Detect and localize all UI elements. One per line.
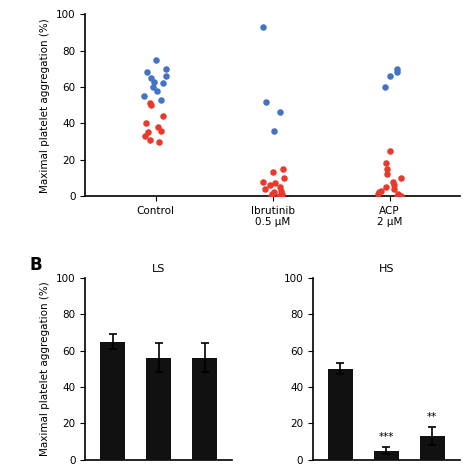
Point xyxy=(162,72,170,80)
Bar xyxy=(192,358,217,460)
Title: HS: HS xyxy=(379,264,394,274)
Point xyxy=(393,65,401,73)
Point xyxy=(393,69,401,76)
Point xyxy=(270,189,277,196)
Point xyxy=(397,192,405,200)
Y-axis label: Maximal platelet aggregation (%): Maximal platelet aggregation (%) xyxy=(40,282,50,456)
Point xyxy=(152,56,160,64)
Point xyxy=(157,127,164,135)
Bar xyxy=(328,369,353,460)
Text: B: B xyxy=(29,256,42,274)
Point xyxy=(383,171,391,178)
Point xyxy=(390,182,397,189)
Bar xyxy=(374,451,399,460)
Point xyxy=(374,191,382,198)
Point xyxy=(147,101,155,109)
Point xyxy=(259,23,267,31)
Point xyxy=(276,109,283,116)
Point xyxy=(387,147,394,155)
Point xyxy=(159,80,167,87)
Point xyxy=(145,128,152,136)
Point xyxy=(146,136,154,144)
Bar xyxy=(146,358,172,460)
Bar xyxy=(419,436,445,460)
Point xyxy=(382,183,389,191)
Point xyxy=(276,183,283,191)
Text: **: ** xyxy=(427,411,438,421)
Point xyxy=(271,127,278,135)
Point xyxy=(269,169,277,176)
Point xyxy=(150,78,157,85)
Point xyxy=(394,191,401,198)
Bar xyxy=(100,342,126,460)
Point xyxy=(159,112,167,120)
Text: ***: *** xyxy=(379,432,394,442)
Point xyxy=(153,87,161,94)
Point xyxy=(389,178,396,185)
Point xyxy=(150,83,157,91)
Point xyxy=(162,65,170,73)
Point xyxy=(147,74,155,82)
Point xyxy=(142,119,150,127)
Point xyxy=(393,192,401,200)
Point xyxy=(266,182,273,189)
Point xyxy=(146,100,154,107)
Point xyxy=(268,191,276,198)
Point xyxy=(263,98,270,105)
Point xyxy=(381,83,388,91)
Point xyxy=(375,189,383,196)
Point xyxy=(158,96,165,103)
Point xyxy=(278,191,286,198)
Point xyxy=(390,185,398,192)
Point xyxy=(275,192,283,200)
Point xyxy=(279,165,287,173)
Point xyxy=(382,160,390,167)
Point xyxy=(154,123,162,131)
Point xyxy=(377,187,384,194)
Point xyxy=(277,187,285,194)
Title: LS: LS xyxy=(152,264,165,274)
Y-axis label: Maximal platelet aggregation (%): Maximal platelet aggregation (%) xyxy=(40,18,50,192)
Point xyxy=(280,174,288,182)
Point xyxy=(383,165,390,173)
Point xyxy=(141,92,148,100)
Point xyxy=(267,192,275,200)
Point xyxy=(141,132,149,140)
Point xyxy=(397,174,405,182)
Point xyxy=(386,72,394,80)
Point xyxy=(259,178,266,185)
Point xyxy=(144,69,151,76)
Point xyxy=(261,185,269,192)
Point xyxy=(155,138,163,146)
Point xyxy=(271,180,279,187)
